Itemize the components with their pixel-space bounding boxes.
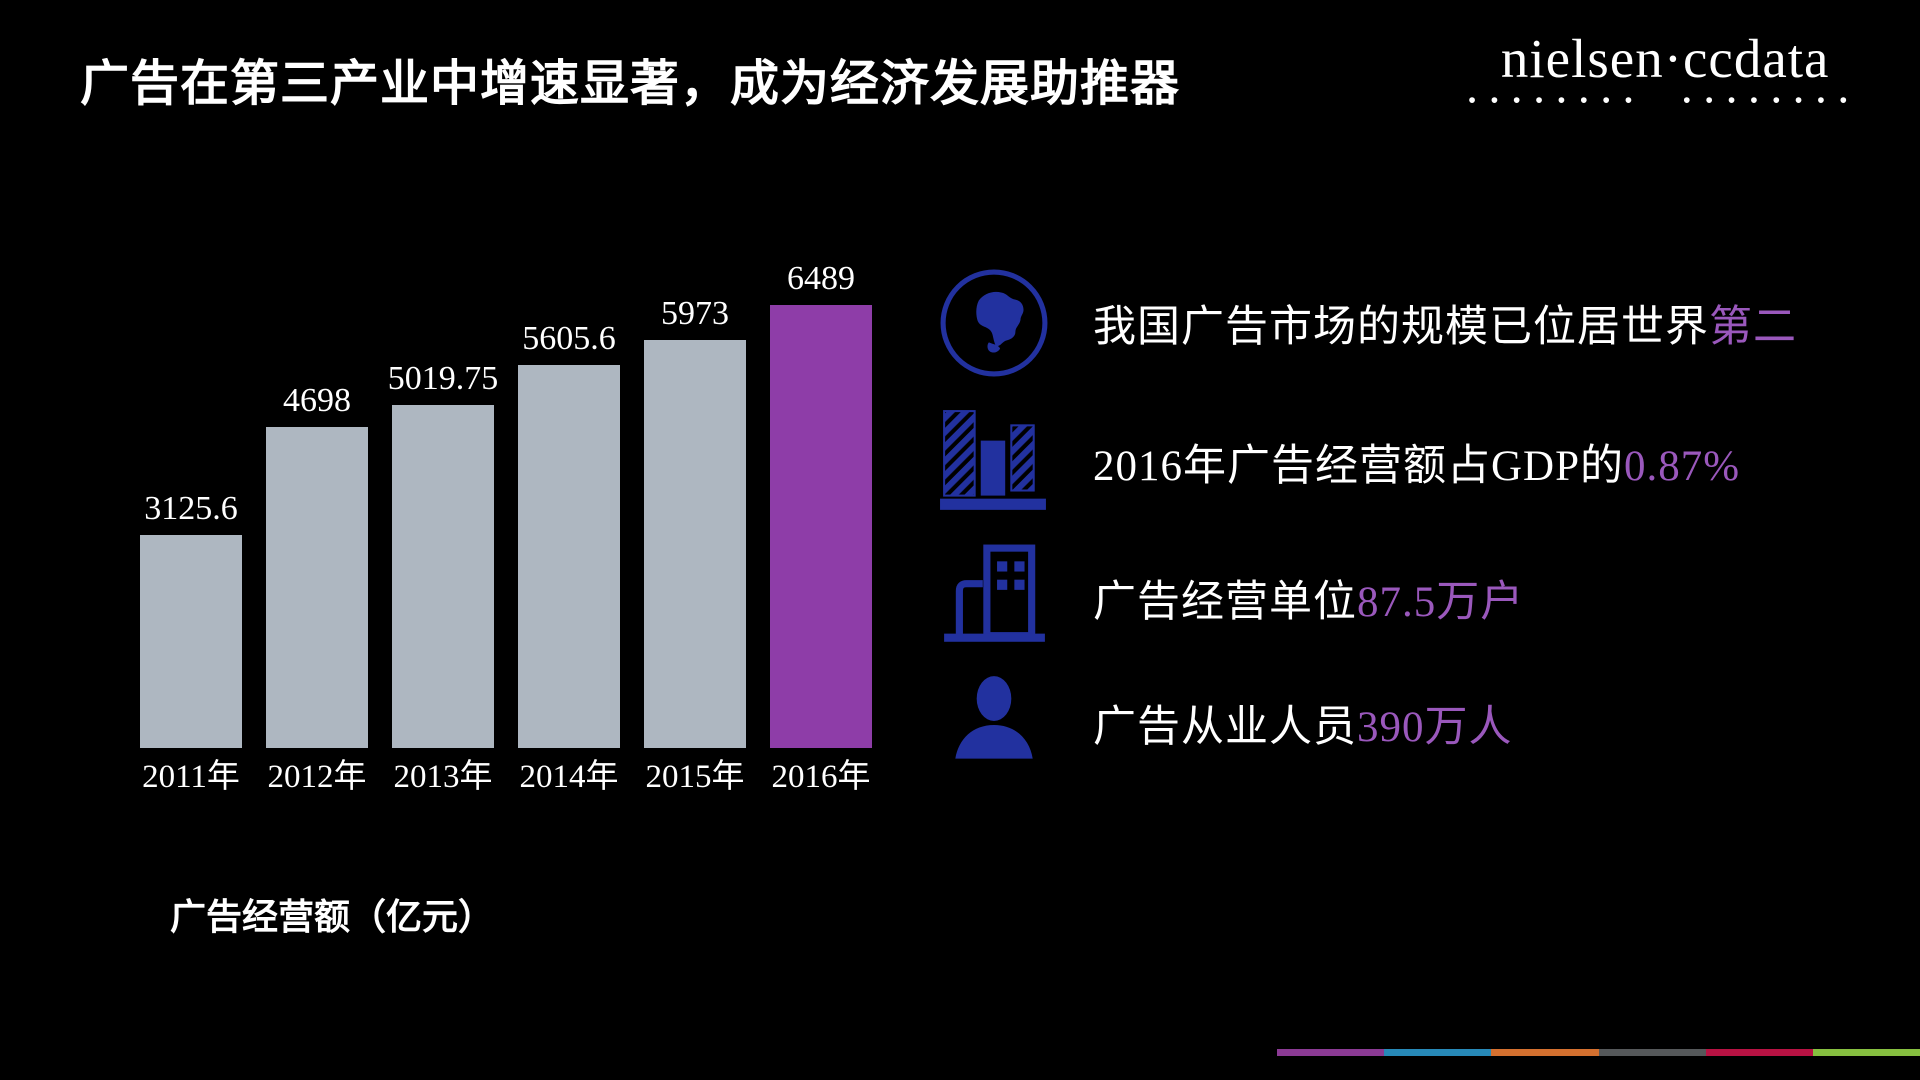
logo-dots-decoration: •••••••• •••••••• bbox=[1468, 90, 1862, 111]
bullet-row: 2016年广告经营额占GDP的0.87% bbox=[935, 402, 1740, 522]
stripe-segment bbox=[1491, 1049, 1599, 1056]
stripe-segment bbox=[1598, 1049, 1706, 1056]
stripe-segment bbox=[1812, 1049, 1920, 1056]
bar-group: 3125.6 2011年 bbox=[140, 489, 242, 798]
person-icon bbox=[935, 664, 1053, 782]
bullet-text-highlight: 第二 bbox=[1709, 304, 1797, 351]
globe-icon bbox=[935, 264, 1053, 382]
bullet-text-main: 我国广告市场的规模已位居世界 bbox=[1093, 304, 1709, 351]
bullet-text-main: 广告经营单位 bbox=[1093, 579, 1357, 626]
bar-category-label: 2011年 bbox=[142, 759, 240, 795]
bullet-text-highlight: 0.87% bbox=[1624, 443, 1741, 490]
bar-group: 5973 2015年 bbox=[644, 294, 746, 798]
bullet-row: 广告从业人员390万人 bbox=[935, 663, 1513, 783]
bar-group: 5019.75 2013年 bbox=[388, 359, 499, 798]
logo-text: nielsen·ccdata bbox=[1500, 28, 1830, 89]
bar-value-label: 6489 bbox=[787, 260, 855, 297]
bar-value-label: 5019.75 bbox=[387, 360, 499, 397]
nielsen-ccdata-logo: nielsen·ccdata •••••••• •••••••• bbox=[1468, 30, 1862, 111]
logo-dots-left: •••••••• bbox=[1468, 88, 1648, 112]
bullet-text: 我国广告市场的规模已位居世界第二 bbox=[1093, 292, 1797, 354]
bullet-row: 广告经营单位87.5万户 bbox=[935, 538, 1524, 658]
bar-group: 5605.6 2014年 bbox=[518, 319, 620, 798]
bar-value-label: 5973 bbox=[661, 295, 729, 332]
footer-color-stripe bbox=[1277, 1049, 1920, 1056]
bullet-row: 我国广告市场的规模已位居世界第二 bbox=[935, 263, 1797, 383]
bullet-text: 2016年广告经营额占GDP的0.87% bbox=[1093, 431, 1740, 493]
stripe-segment bbox=[1705, 1049, 1813, 1056]
bar bbox=[518, 365, 620, 748]
bar-category-label: 2013年 bbox=[393, 759, 493, 795]
bar-value-label: 3125.6 bbox=[144, 490, 238, 527]
bullet-text-main: 广告从业人员 bbox=[1093, 704, 1357, 751]
bar bbox=[392, 405, 494, 748]
bar-category-label: 2016年 bbox=[771, 759, 871, 795]
bar-group: 4698 2012年 bbox=[266, 381, 368, 798]
bar-group: 6489 2016年 bbox=[770, 259, 872, 798]
bullet-text-highlight: 87.5万户 bbox=[1357, 579, 1525, 626]
bullet-text: 广告从业人员390万人 bbox=[1093, 692, 1513, 754]
chart-unit-label: 广告经营额（亿元） bbox=[170, 896, 495, 937]
bullet-text: 广告经营单位87.5万户 bbox=[1093, 567, 1524, 629]
bar bbox=[266, 427, 368, 748]
bar-category-label: 2012年 bbox=[267, 759, 367, 795]
bullet-text-main: 2016年广告经营额占GDP的 bbox=[1093, 443, 1625, 490]
stripe-segment bbox=[1384, 1049, 1492, 1056]
bar-category-label: 2014年 bbox=[519, 759, 619, 795]
logo-dots-right: •••••••• bbox=[1683, 88, 1862, 112]
bar-category-label: 2015年 bbox=[645, 759, 745, 795]
bar-value-label: 5605.6 bbox=[522, 320, 616, 357]
stripe-segment bbox=[1277, 1049, 1385, 1056]
bar-chart-icon bbox=[935, 403, 1053, 521]
bar-value-label: 4698 bbox=[283, 382, 351, 419]
bar bbox=[140, 535, 242, 748]
slide-title: 广告在第三产业中增速显著，成为经济发展助推器 bbox=[80, 57, 1181, 111]
bar bbox=[770, 305, 872, 748]
bar-chart-plot-area: 3125.6 2011年 4698 2012年 5019.75 2013年 5605.6 20… bbox=[140, 259, 872, 798]
bar bbox=[644, 340, 746, 748]
bar-chart: 3125.6 2011年 4698 2012年 5019.75 2013年 5605.6 20… bbox=[140, 259, 872, 798]
building-icon bbox=[935, 539, 1053, 657]
bullet-text-highlight: 390万人 bbox=[1357, 704, 1513, 751]
